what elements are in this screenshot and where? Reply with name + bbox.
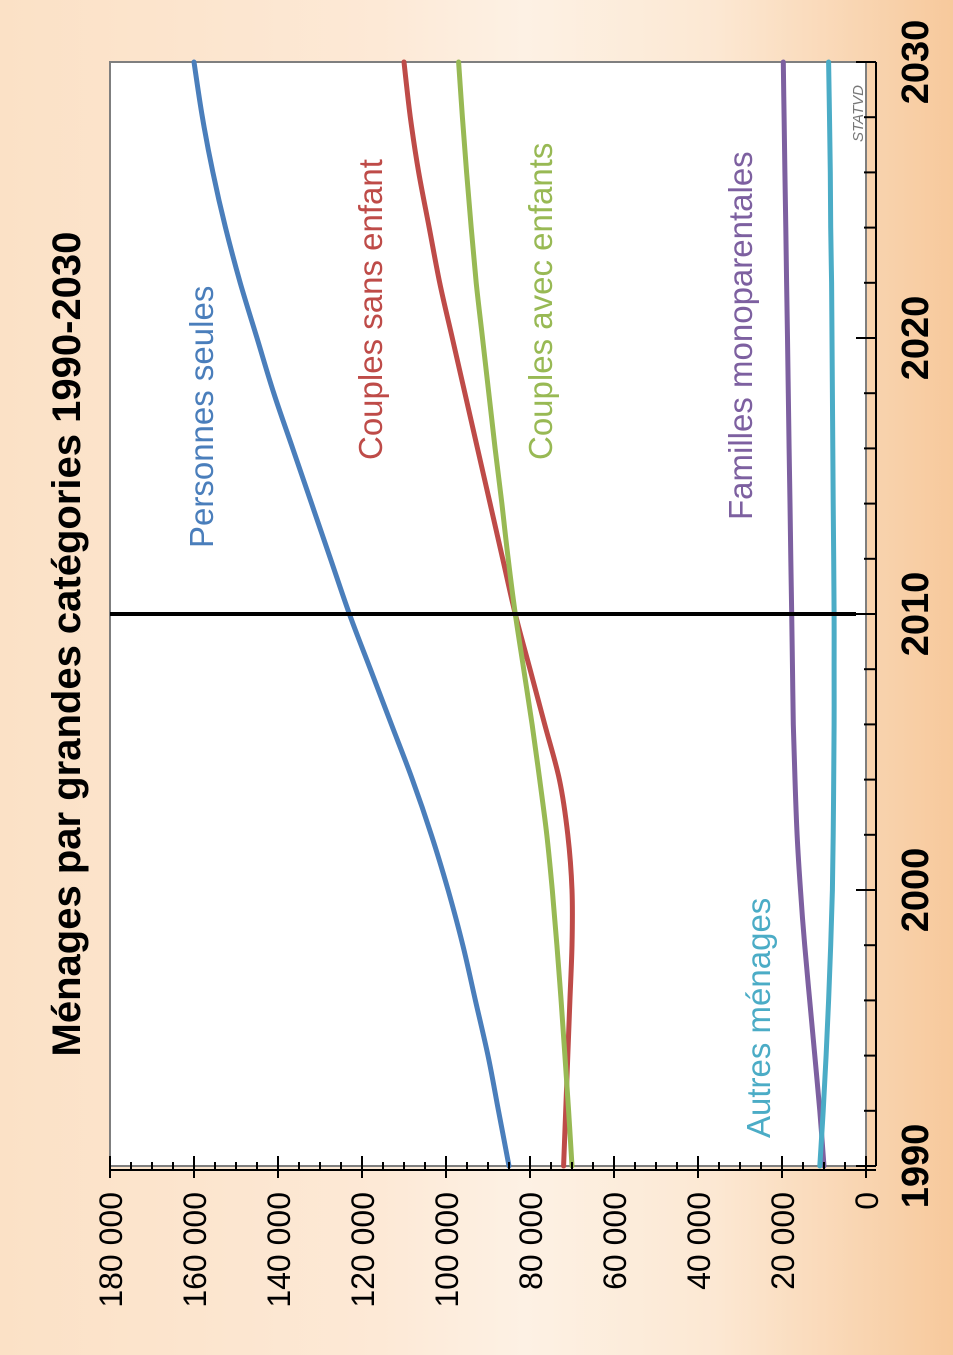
y-tick-label: 160 000 [177,1192,213,1308]
series-label-autres-menages: Autres ménages [740,898,777,1138]
source-label: STATVD [850,85,867,142]
y-tick-label: 140 000 [261,1192,297,1308]
series-label-couples-avec-enfants: Couples avec enfants [522,143,559,460]
y-tick-label: 0 [849,1192,885,1210]
x-tick-label: 2030 [895,20,937,105]
x-tick-label: 2010 [895,572,937,657]
y-tick-label: 120 000 [345,1192,381,1308]
y-tick-label: 40 000 [681,1192,717,1290]
y-tick-label: 60 000 [597,1192,633,1290]
series-labels: Personnes seules Couples sans enfant Coupl… [183,143,777,1138]
x-tick-label: 2020 [895,296,937,381]
series-label-personnes-seules: Personnes seules [183,286,220,548]
y-tick-label: 80 000 [513,1192,549,1290]
x-axis: 1990 2000 2010 2020 2030 [856,20,937,1209]
chart-title: Ménages par grandes catégories 1990-2030 [45,232,89,1057]
series-label-couples-sans-enfant: Couples sans enfant [352,159,389,460]
y-axis: 0 20 000 40 000 60 000 80 000 100 000 120 000 1… [93,1156,885,1308]
y-tick-label: 180 000 [93,1192,129,1308]
y-tick-label: 20 000 [765,1192,801,1290]
series-label-familles-monoparentales: Familles monoparentales [722,151,759,520]
x-tick-label: 1990 [895,1124,937,1209]
x-tick-label: 2000 [895,848,937,933]
y-tick-label: 100 000 [429,1192,465,1308]
